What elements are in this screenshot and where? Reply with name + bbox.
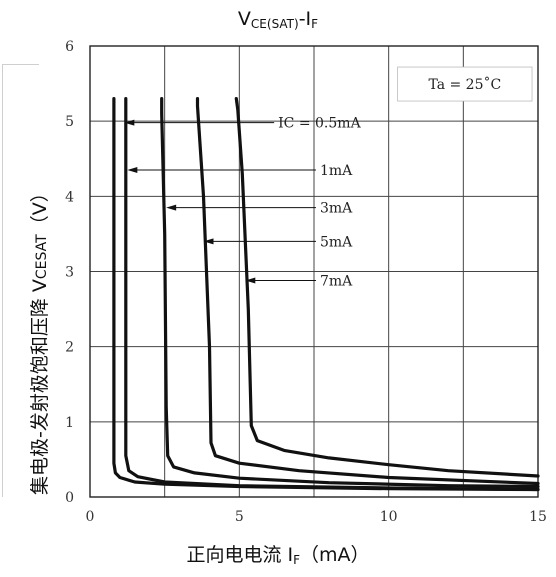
arrowhead — [166, 204, 177, 211]
annotation-box — [397, 66, 533, 102]
y-tick-label: 2 — [65, 340, 74, 356]
x-tick-label: 5 — [235, 509, 244, 525]
y-tick-label: 6 — [65, 39, 74, 55]
series-line — [124, 97, 540, 492]
series-line — [112, 97, 540, 492]
series-labels: IC = 0.5mA 1mA 3mA 5mA 7mA — [124, 116, 362, 290]
series-line — [160, 97, 540, 489]
x-tick-label: 10 — [380, 509, 398, 525]
arrowhead — [127, 167, 138, 174]
series-line — [234, 97, 540, 478]
x-tick-label: 15 — [529, 509, 547, 525]
chart-title: VCE(SAT)-IF — [237, 8, 319, 31]
arrowhead — [245, 277, 256, 284]
y-tick-label: 3 — [65, 265, 74, 281]
y-axis-label: 集电极-发射极饱和压降 VCESAT（V） — [29, 183, 51, 495]
axes — [89, 45, 539, 498]
y-tick-label: 1 — [65, 415, 74, 431]
series-label: IC = 0.5mA — [278, 116, 361, 132]
arrowhead — [203, 238, 214, 245]
series-label: 7mA — [320, 274, 353, 290]
series-curves — [112, 97, 540, 492]
tick-labels: 0 5 10 15 0 1 2 3 4 5 6 — [65, 39, 547, 525]
series-label: 5mA — [320, 234, 353, 250]
arrowhead — [124, 119, 135, 126]
x-tick-label: 0 — [86, 509, 95, 525]
series-line — [195, 97, 540, 486]
grid — [90, 46, 538, 497]
y-tick-label: 0 — [65, 490, 74, 506]
annotation: Ta = 25˚C — [397, 66, 533, 102]
plot-frame — [89, 45, 539, 498]
series-label: 3mA — [320, 201, 353, 217]
y-tick-label: 5 — [65, 114, 74, 130]
annotation-text: Ta = 25˚C — [428, 76, 501, 93]
y-tick-label: 4 — [65, 189, 74, 205]
ylabel-frame — [2, 64, 39, 497]
x-axis-label: 正向电电流 IF（mA） — [186, 544, 370, 567]
series-label: 1mA — [320, 163, 353, 179]
